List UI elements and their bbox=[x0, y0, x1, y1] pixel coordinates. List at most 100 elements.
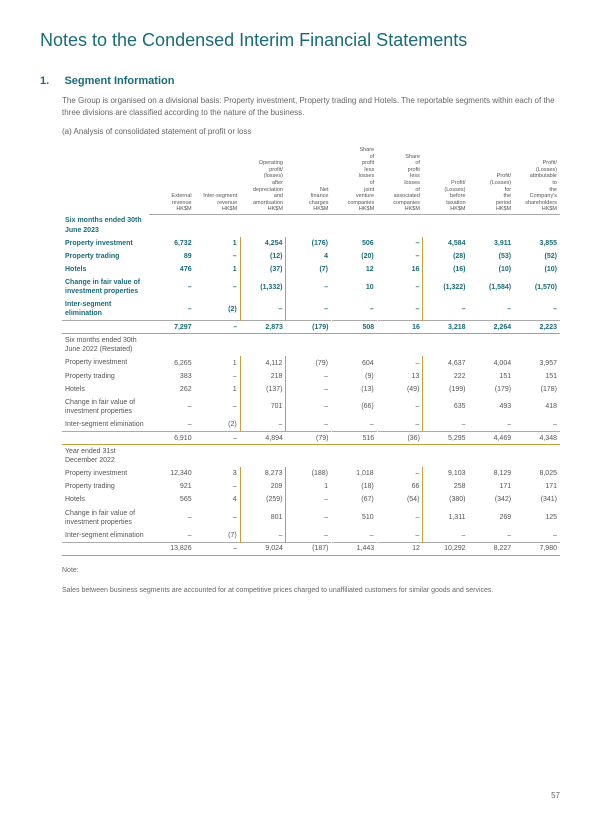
cell: (2) bbox=[195, 418, 241, 432]
cell: 4,469 bbox=[469, 432, 515, 445]
cell: 258 bbox=[423, 480, 469, 493]
period-heading: Six months ended 30th June 2022 (Restate… bbox=[62, 334, 149, 357]
cell: (36) bbox=[377, 432, 423, 445]
row-label: Inter-segment elimination bbox=[62, 298, 149, 321]
cell: – bbox=[377, 250, 423, 263]
cell: (1,570) bbox=[514, 276, 560, 298]
cell: (188) bbox=[286, 467, 332, 480]
cell: (1,322) bbox=[423, 276, 469, 298]
cell: – bbox=[377, 298, 423, 321]
cell: 1 bbox=[286, 480, 332, 493]
cell: – bbox=[286, 298, 332, 321]
cell: 10,292 bbox=[423, 542, 469, 555]
cell: 1,443 bbox=[332, 542, 378, 555]
cell: (18) bbox=[332, 480, 378, 493]
note-label: Note: bbox=[62, 566, 560, 577]
cell: – bbox=[286, 396, 332, 418]
note-text: Sales between business segments are acco… bbox=[62, 586, 560, 597]
cell: – bbox=[377, 396, 423, 418]
cell: – bbox=[377, 467, 423, 480]
row-label: Inter-segment elimination bbox=[62, 418, 149, 432]
cell: – bbox=[195, 480, 241, 493]
cell: (2) bbox=[195, 298, 241, 321]
cell: – bbox=[286, 370, 332, 383]
cell: – bbox=[195, 250, 241, 263]
cell: 125 bbox=[514, 507, 560, 529]
cell: 4,584 bbox=[423, 237, 469, 250]
cell: 7,980 bbox=[514, 542, 560, 555]
section-title: Segment Information bbox=[64, 75, 174, 87]
cell: 3,911 bbox=[469, 237, 515, 250]
row-label: Hotels bbox=[62, 383, 149, 396]
cell: – bbox=[377, 507, 423, 529]
cell: – bbox=[423, 529, 469, 543]
col-header: NetfinancechargesHK$M bbox=[286, 146, 332, 214]
cell: 635 bbox=[423, 396, 469, 418]
cell: – bbox=[377, 237, 423, 250]
cell: (16) bbox=[423, 263, 469, 276]
cell: – bbox=[149, 298, 195, 321]
cell: 4,004 bbox=[469, 356, 515, 369]
col-header: Shareofprofitlesslossesofjointventurecom… bbox=[332, 146, 378, 214]
row-label: Property trading bbox=[62, 370, 149, 383]
cell: (79) bbox=[286, 356, 332, 369]
cell: – bbox=[377, 356, 423, 369]
row-label bbox=[62, 542, 149, 555]
cell: 4,348 bbox=[514, 432, 560, 445]
row-label: Change in fair value of investment prope… bbox=[62, 396, 149, 418]
cell: – bbox=[240, 529, 286, 543]
cell: – bbox=[469, 418, 515, 432]
cell: 151 bbox=[469, 370, 515, 383]
row-label bbox=[62, 432, 149, 445]
cell: 3,957 bbox=[514, 356, 560, 369]
cell: – bbox=[149, 507, 195, 529]
cell: 12 bbox=[377, 542, 423, 555]
cell: 604 bbox=[332, 356, 378, 369]
page-number: 57 bbox=[551, 791, 560, 800]
cell: 171 bbox=[469, 480, 515, 493]
cell: – bbox=[286, 383, 332, 396]
cell: (7) bbox=[286, 263, 332, 276]
cell: 8,273 bbox=[240, 467, 286, 480]
cell: (1,332) bbox=[240, 276, 286, 298]
cell: 1 bbox=[195, 237, 241, 250]
period-heading: Year ended 31st December 2022 bbox=[62, 445, 149, 468]
col-header: Profit/(Losses)attributabletotheCompany'… bbox=[514, 146, 560, 214]
cell: 209 bbox=[240, 480, 286, 493]
cell: (13) bbox=[332, 383, 378, 396]
cell: 506 bbox=[332, 237, 378, 250]
cell: 2,873 bbox=[240, 321, 286, 334]
cell: 921 bbox=[149, 480, 195, 493]
cell: – bbox=[286, 529, 332, 543]
cell: (12) bbox=[240, 250, 286, 263]
cell: (178) bbox=[514, 383, 560, 396]
cell: 476 bbox=[149, 263, 195, 276]
cell: (7) bbox=[195, 529, 241, 543]
cell: 12,340 bbox=[149, 467, 195, 480]
cell: – bbox=[149, 418, 195, 432]
cell: 6,265 bbox=[149, 356, 195, 369]
cell: 8,025 bbox=[514, 467, 560, 480]
col-header: Operatingprofit/(losses)afterdepreciatio… bbox=[240, 146, 286, 214]
cell: – bbox=[195, 321, 241, 334]
sub-caption: (a) Analysis of consolidated statement o… bbox=[62, 127, 560, 136]
row-label: Inter-segment elimination bbox=[62, 529, 149, 543]
cell: (54) bbox=[377, 493, 423, 506]
row-label: Property trading bbox=[62, 250, 149, 263]
cell: 418 bbox=[514, 396, 560, 418]
cell: 8,129 bbox=[469, 467, 515, 480]
page-title: Notes to the Condensed Interim Financial… bbox=[40, 30, 560, 51]
intro-text: The Group is organised on a divisional b… bbox=[62, 95, 560, 119]
cell: (66) bbox=[332, 396, 378, 418]
section-number: 1. bbox=[40, 75, 60, 87]
cell: – bbox=[514, 298, 560, 321]
cell: 269 bbox=[469, 507, 515, 529]
row-label: Property investment bbox=[62, 356, 149, 369]
col-header: Profit/(Losses)beforetaxationHK$M bbox=[423, 146, 469, 214]
cell: 1 bbox=[195, 263, 241, 276]
cell: (52) bbox=[514, 250, 560, 263]
cell: 1 bbox=[195, 383, 241, 396]
cell: 6,732 bbox=[149, 237, 195, 250]
cell: – bbox=[332, 529, 378, 543]
cell: (176) bbox=[286, 237, 332, 250]
